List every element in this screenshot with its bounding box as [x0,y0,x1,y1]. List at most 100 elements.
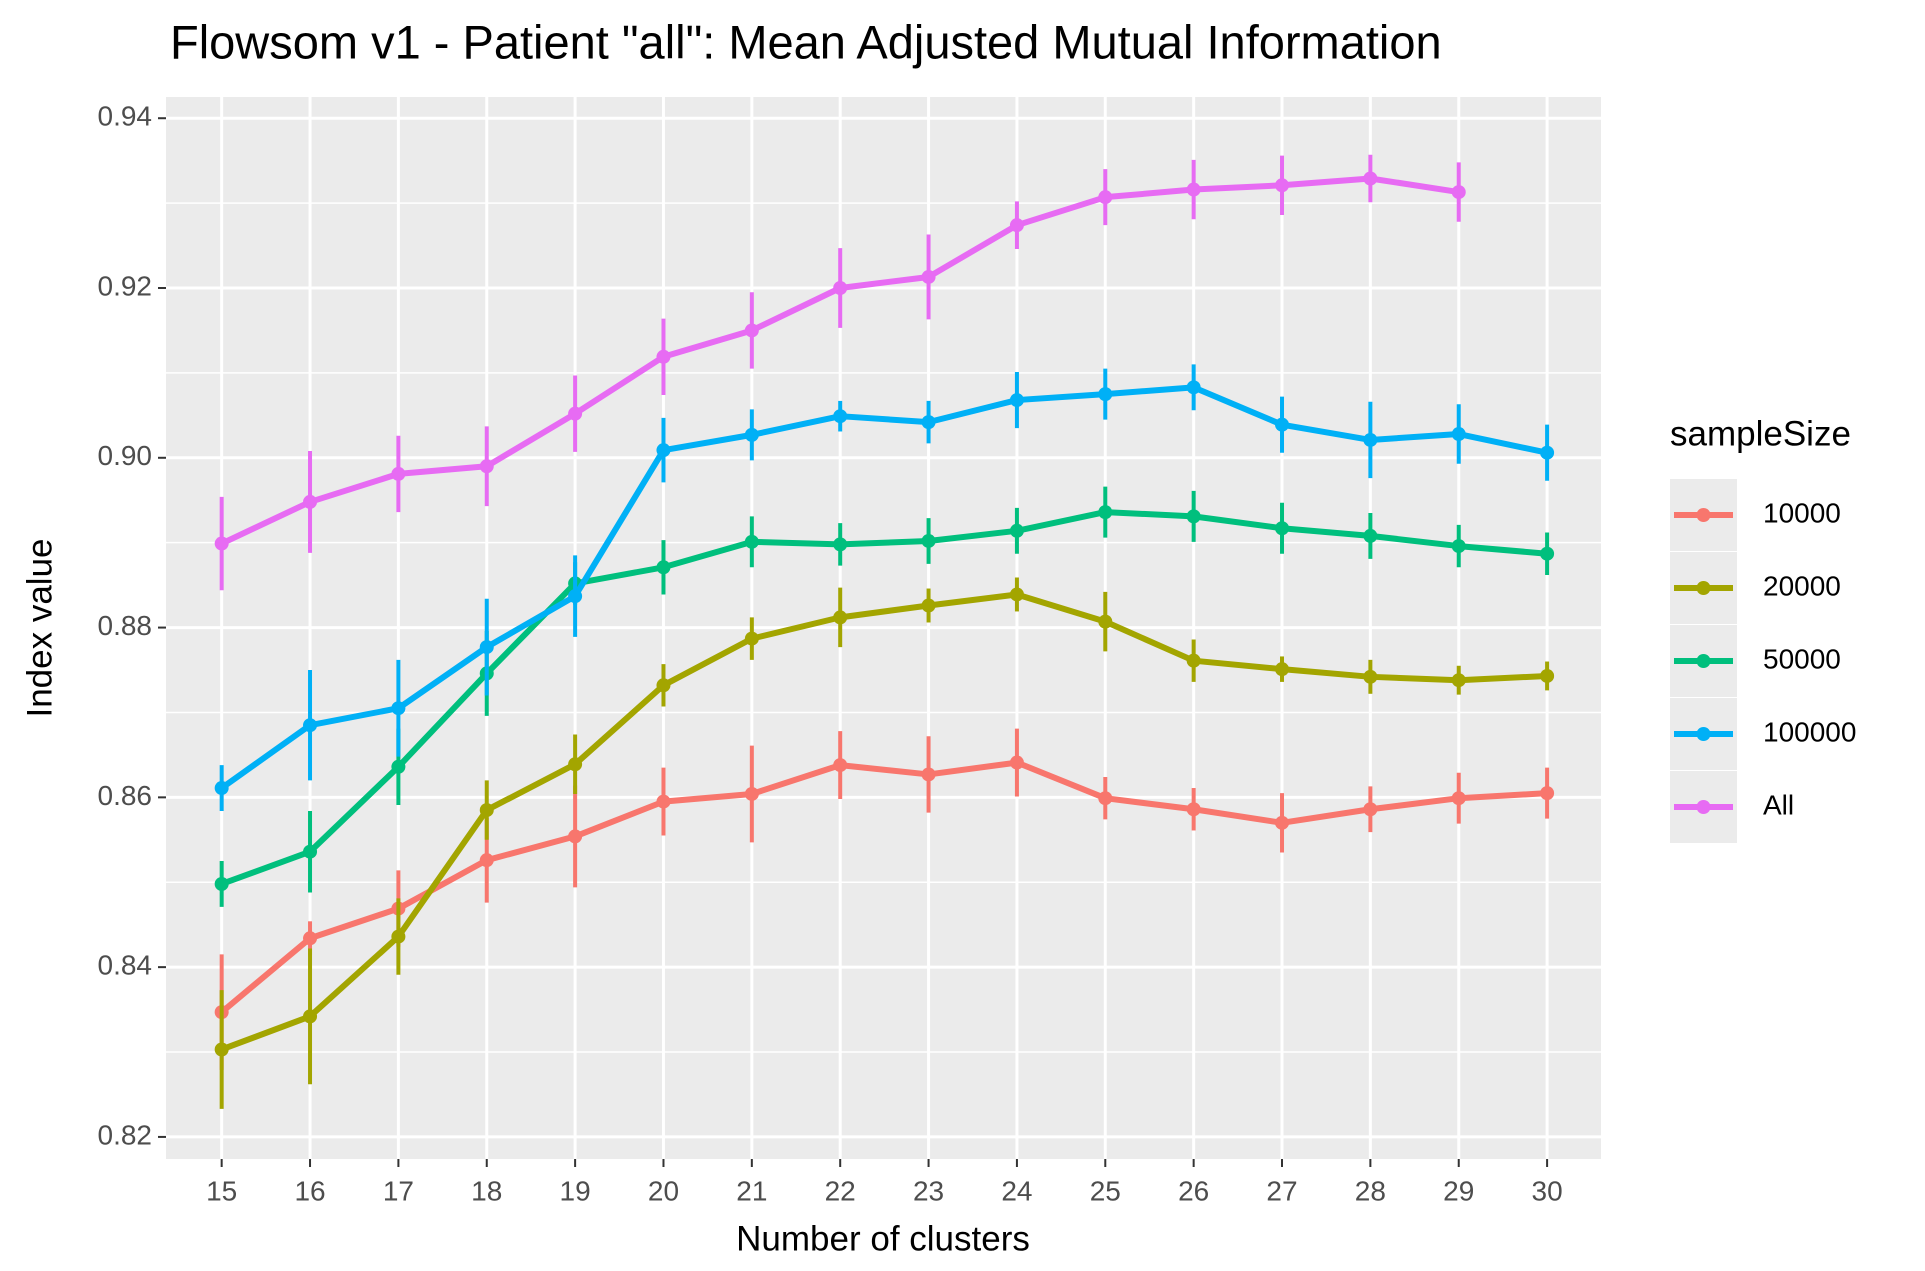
point [744,631,759,646]
point [303,494,318,509]
series [214,364,1555,811]
legend-title: sampleSize [1670,414,1851,453]
x-tick-label: 25 [1090,1175,1121,1206]
point [1451,673,1466,688]
point [921,767,936,782]
point [1451,791,1466,806]
point [1009,523,1024,538]
point [391,929,406,944]
point [1186,509,1201,524]
point [744,786,759,801]
legend-label: 20000 [1763,570,1841,601]
point [1451,539,1466,554]
point [1540,445,1555,460]
point [1098,190,1113,205]
point [656,678,671,693]
series-line [219,384,1548,791]
x-tick-label: 20 [648,1175,679,1206]
y-tick-label: 0.92 [98,270,153,301]
point [391,701,406,716]
point [1186,802,1201,817]
point [656,443,671,458]
point [1275,815,1290,830]
point [214,1042,229,1057]
point [656,560,671,575]
point [1540,786,1555,801]
chart-title: Flowsom v1 - Patient "all": Mean Adjuste… [170,15,1442,68]
point [833,758,848,773]
x-tick-label: 16 [294,1175,325,1206]
point [214,781,229,796]
point [303,1009,318,1024]
legend-label: 100000 [1763,716,1856,747]
point [1451,427,1466,442]
point [921,533,936,548]
x-tick-label: 18 [471,1175,502,1206]
point [1098,614,1113,629]
point [921,598,936,613]
legend-point [1696,581,1711,595]
point [1275,417,1290,432]
point [1009,755,1024,770]
y-axis-title: Index value [20,538,59,717]
x-tick-label: 19 [560,1175,591,1206]
point [568,589,583,604]
point [479,640,494,655]
point [833,281,848,296]
point [391,759,406,774]
point [1363,802,1378,817]
point [833,537,848,552]
series [214,486,1555,907]
legend-label: 10000 [1763,497,1841,528]
point [214,536,229,551]
point [303,931,318,946]
x-tick-label: 22 [825,1175,856,1206]
point [1098,387,1113,402]
point [1098,505,1113,520]
x-tick-label: 15 [206,1175,237,1206]
x-axis-title: Number of clusters [736,1219,1030,1258]
x-tick-label: 24 [1001,1175,1032,1206]
point [1186,182,1201,197]
point [568,829,583,844]
series [214,154,1466,591]
point [921,415,936,430]
point [744,323,759,338]
point [656,349,671,364]
point [1275,178,1290,193]
point [744,427,759,442]
point [656,794,671,809]
point [479,803,494,818]
point [479,853,494,868]
x-tick-label: 23 [913,1175,944,1206]
point [1009,218,1024,233]
point [833,610,848,625]
series [214,728,1555,1070]
y-tick-label: 0.84 [98,950,153,981]
legend-point [1696,508,1711,522]
x-tick-label: 21 [736,1175,767,1206]
point [303,718,318,733]
point [1451,185,1466,200]
series [214,577,1555,1109]
point [214,876,229,891]
point [744,534,759,549]
x-tick-label: 26 [1178,1175,1209,1206]
point [479,459,494,474]
x-tick-label: 17 [383,1175,414,1206]
point [833,409,848,424]
x-tick-label: 28 [1355,1175,1386,1206]
legend-point [1696,800,1711,814]
legend-label: 50000 [1763,643,1841,674]
point [1540,668,1555,683]
point [568,757,583,772]
point [921,269,936,284]
x-tick-label: 29 [1443,1175,1474,1206]
point [1363,171,1378,186]
point [1009,587,1024,602]
legend-point [1696,727,1711,741]
series-line [219,759,1548,1015]
legend-point [1696,654,1711,668]
point [1275,521,1290,536]
